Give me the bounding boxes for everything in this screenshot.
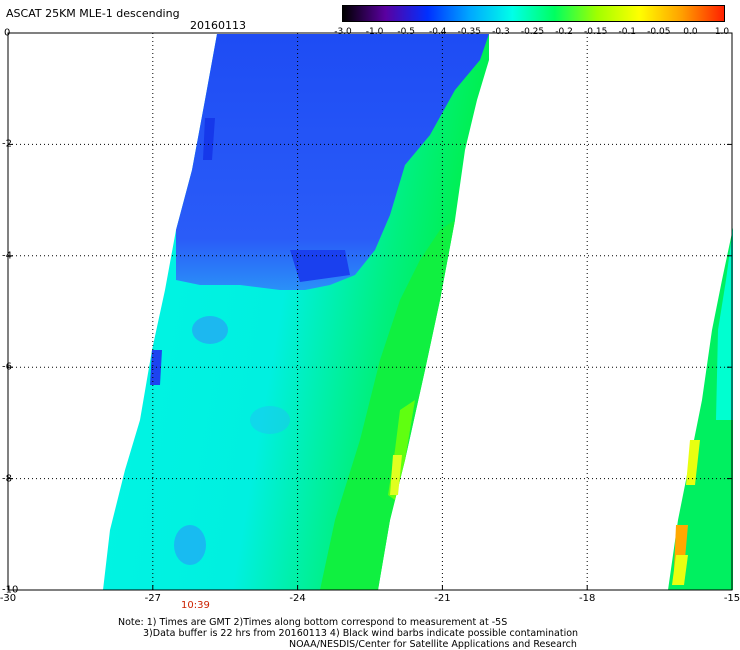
colorbar-tick-label: -0.3 — [492, 27, 510, 37]
colorbar-tick-label: -0.4 — [428, 27, 447, 37]
plot-frame — [7, 32, 733, 591]
lon-tick-label: -27 — [144, 593, 161, 604]
lon-tick-label: -18 — [579, 593, 596, 604]
lat-tick-label: -10 — [2, 584, 19, 596]
lat-tick-label: 0 — [4, 27, 11, 39]
lon-tick-label: -15 — [723, 593, 740, 604]
lat-tick-label: -8 — [2, 473, 12, 485]
map-title: ASCAT 25KM MLE-1 descending — [6, 7, 180, 20]
swath-blue-region — [176, 34, 489, 290]
swath-east-cyan — [716, 228, 733, 420]
swath-yellow-patch — [390, 455, 402, 495]
colorbar — [342, 5, 725, 22]
colorbar-tick-label: -0.1 — [618, 27, 637, 37]
lon-tick-label: -21 — [434, 593, 451, 604]
lon-tick-label: -24 — [289, 593, 306, 604]
note-line-1: Note: 1) Times are GMT 2)Times along bot… — [118, 617, 508, 628]
colorbar-tick-label: -0.35 — [457, 27, 481, 37]
swath-blue-mottle — [192, 316, 228, 344]
swath-east-yellow — [672, 555, 688, 585]
colorbar-tick-label: -1.0 — [365, 27, 384, 37]
colorbar-tick-label: -0.5 — [397, 27, 415, 37]
colorbar-tick-label: 1.0 — [714, 27, 730, 37]
colorbar-tick-label: 0.0 — [683, 27, 698, 37]
swath-blue-mottle — [250, 406, 290, 434]
lon-tick-label: -30 — [0, 593, 17, 604]
lat-tick-label: -2 — [2, 138, 12, 150]
colorbar-tick-label: -3.0 — [334, 27, 352, 37]
swath-dark-blue-patch — [203, 118, 215, 160]
gridlines — [8, 33, 732, 590]
note-line-2: 3)Data buffer is 22 hrs from 20160113 4)… — [143, 628, 579, 639]
swath-east — [668, 228, 733, 590]
colorbar-tick-label: -0.25 — [520, 27, 545, 37]
colorbar-tick-label: -0.05 — [647, 27, 671, 37]
map-date: 20160113 — [190, 19, 246, 32]
swath-time-label: 10:39 — [181, 600, 210, 611]
swath-green-band — [320, 220, 455, 590]
colorbar-tick-label: -0.15 — [584, 27, 608, 37]
lat-tick-label: -6 — [2, 361, 12, 373]
note-line-3: NOAA/NESDIS/Center for Satellite Applica… — [289, 639, 577, 650]
swath-blue-mottle — [174, 525, 206, 565]
colorbar-tick-label: -0.2 — [555, 27, 573, 37]
swath-east-yellow — [686, 440, 700, 485]
lat-tick-label: -4 — [2, 250, 12, 262]
swath-dark-blue-patch — [290, 250, 350, 282]
axis-ticks — [7, 32, 733, 591]
